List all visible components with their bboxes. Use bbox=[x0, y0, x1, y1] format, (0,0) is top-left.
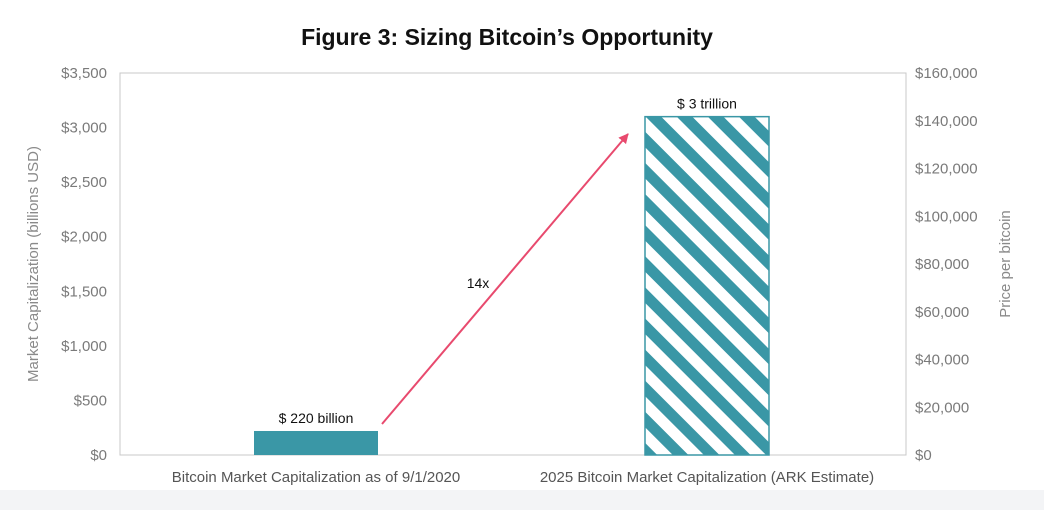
growth-arrow bbox=[381, 133, 629, 425]
left-tick-label: $2,000 bbox=[61, 229, 107, 246]
category-label: Bitcoin Market Capitalization as of 9/1/… bbox=[172, 469, 461, 486]
right-axis-ticks: $0 $20,000 $40,000 $60,000 $80,000 $100,000 $1… bbox=[915, 65, 978, 464]
right-tick-label: $80,000 bbox=[915, 256, 969, 273]
bar-value-label: $ 3 trillion bbox=[677, 96, 737, 112]
left-axis-ticks: $0 $500 $1,000 $1,500 $2,000 $2,500 $3,000 $3,5… bbox=[61, 65, 107, 464]
chart-title: Figure 3: Sizing Bitcoin’s Opportunity bbox=[301, 24, 713, 50]
left-axis-label: Market Capitalization (billions USD) bbox=[25, 146, 42, 382]
left-tick-label: $1,000 bbox=[61, 338, 107, 355]
bar-value-label: $ 220 billion bbox=[279, 410, 354, 426]
left-tick-label: $3,000 bbox=[61, 120, 107, 137]
category-labels: Bitcoin Market Capitalization as of 9/1/… bbox=[172, 469, 874, 486]
right-tick-label: $0 bbox=[915, 447, 932, 464]
right-tick-label: $20,000 bbox=[915, 399, 969, 416]
left-tick-label: $2,500 bbox=[61, 174, 107, 191]
bar-2 bbox=[644, 115, 770, 456]
bar-1 bbox=[254, 430, 378, 455]
right-axis-label: Price per bitcoin bbox=[997, 210, 1014, 318]
growth-multiplier-label: 14x bbox=[467, 275, 490, 291]
right-tick-label: $100,000 bbox=[915, 208, 978, 225]
category-label: 2025 Bitcoin Market Capitalization (ARK … bbox=[540, 469, 874, 486]
right-tick-label: $60,000 bbox=[915, 304, 969, 321]
plot-frame bbox=[119, 72, 907, 456]
right-tick-label: $120,000 bbox=[915, 161, 978, 178]
right-tick-label: $160,000 bbox=[915, 65, 978, 82]
right-tick-label: $140,000 bbox=[915, 113, 978, 130]
left-tick-label: $1,500 bbox=[61, 283, 107, 300]
page-bottom-band bbox=[0, 490, 1044, 510]
bars-group: $ 220 billion $ 3 trillion bbox=[254, 96, 770, 456]
left-tick-label: $3,500 bbox=[61, 65, 107, 82]
left-tick-label: $0 bbox=[90, 447, 107, 464]
right-tick-label: $40,000 bbox=[915, 352, 969, 369]
left-tick-label: $500 bbox=[74, 392, 107, 409]
